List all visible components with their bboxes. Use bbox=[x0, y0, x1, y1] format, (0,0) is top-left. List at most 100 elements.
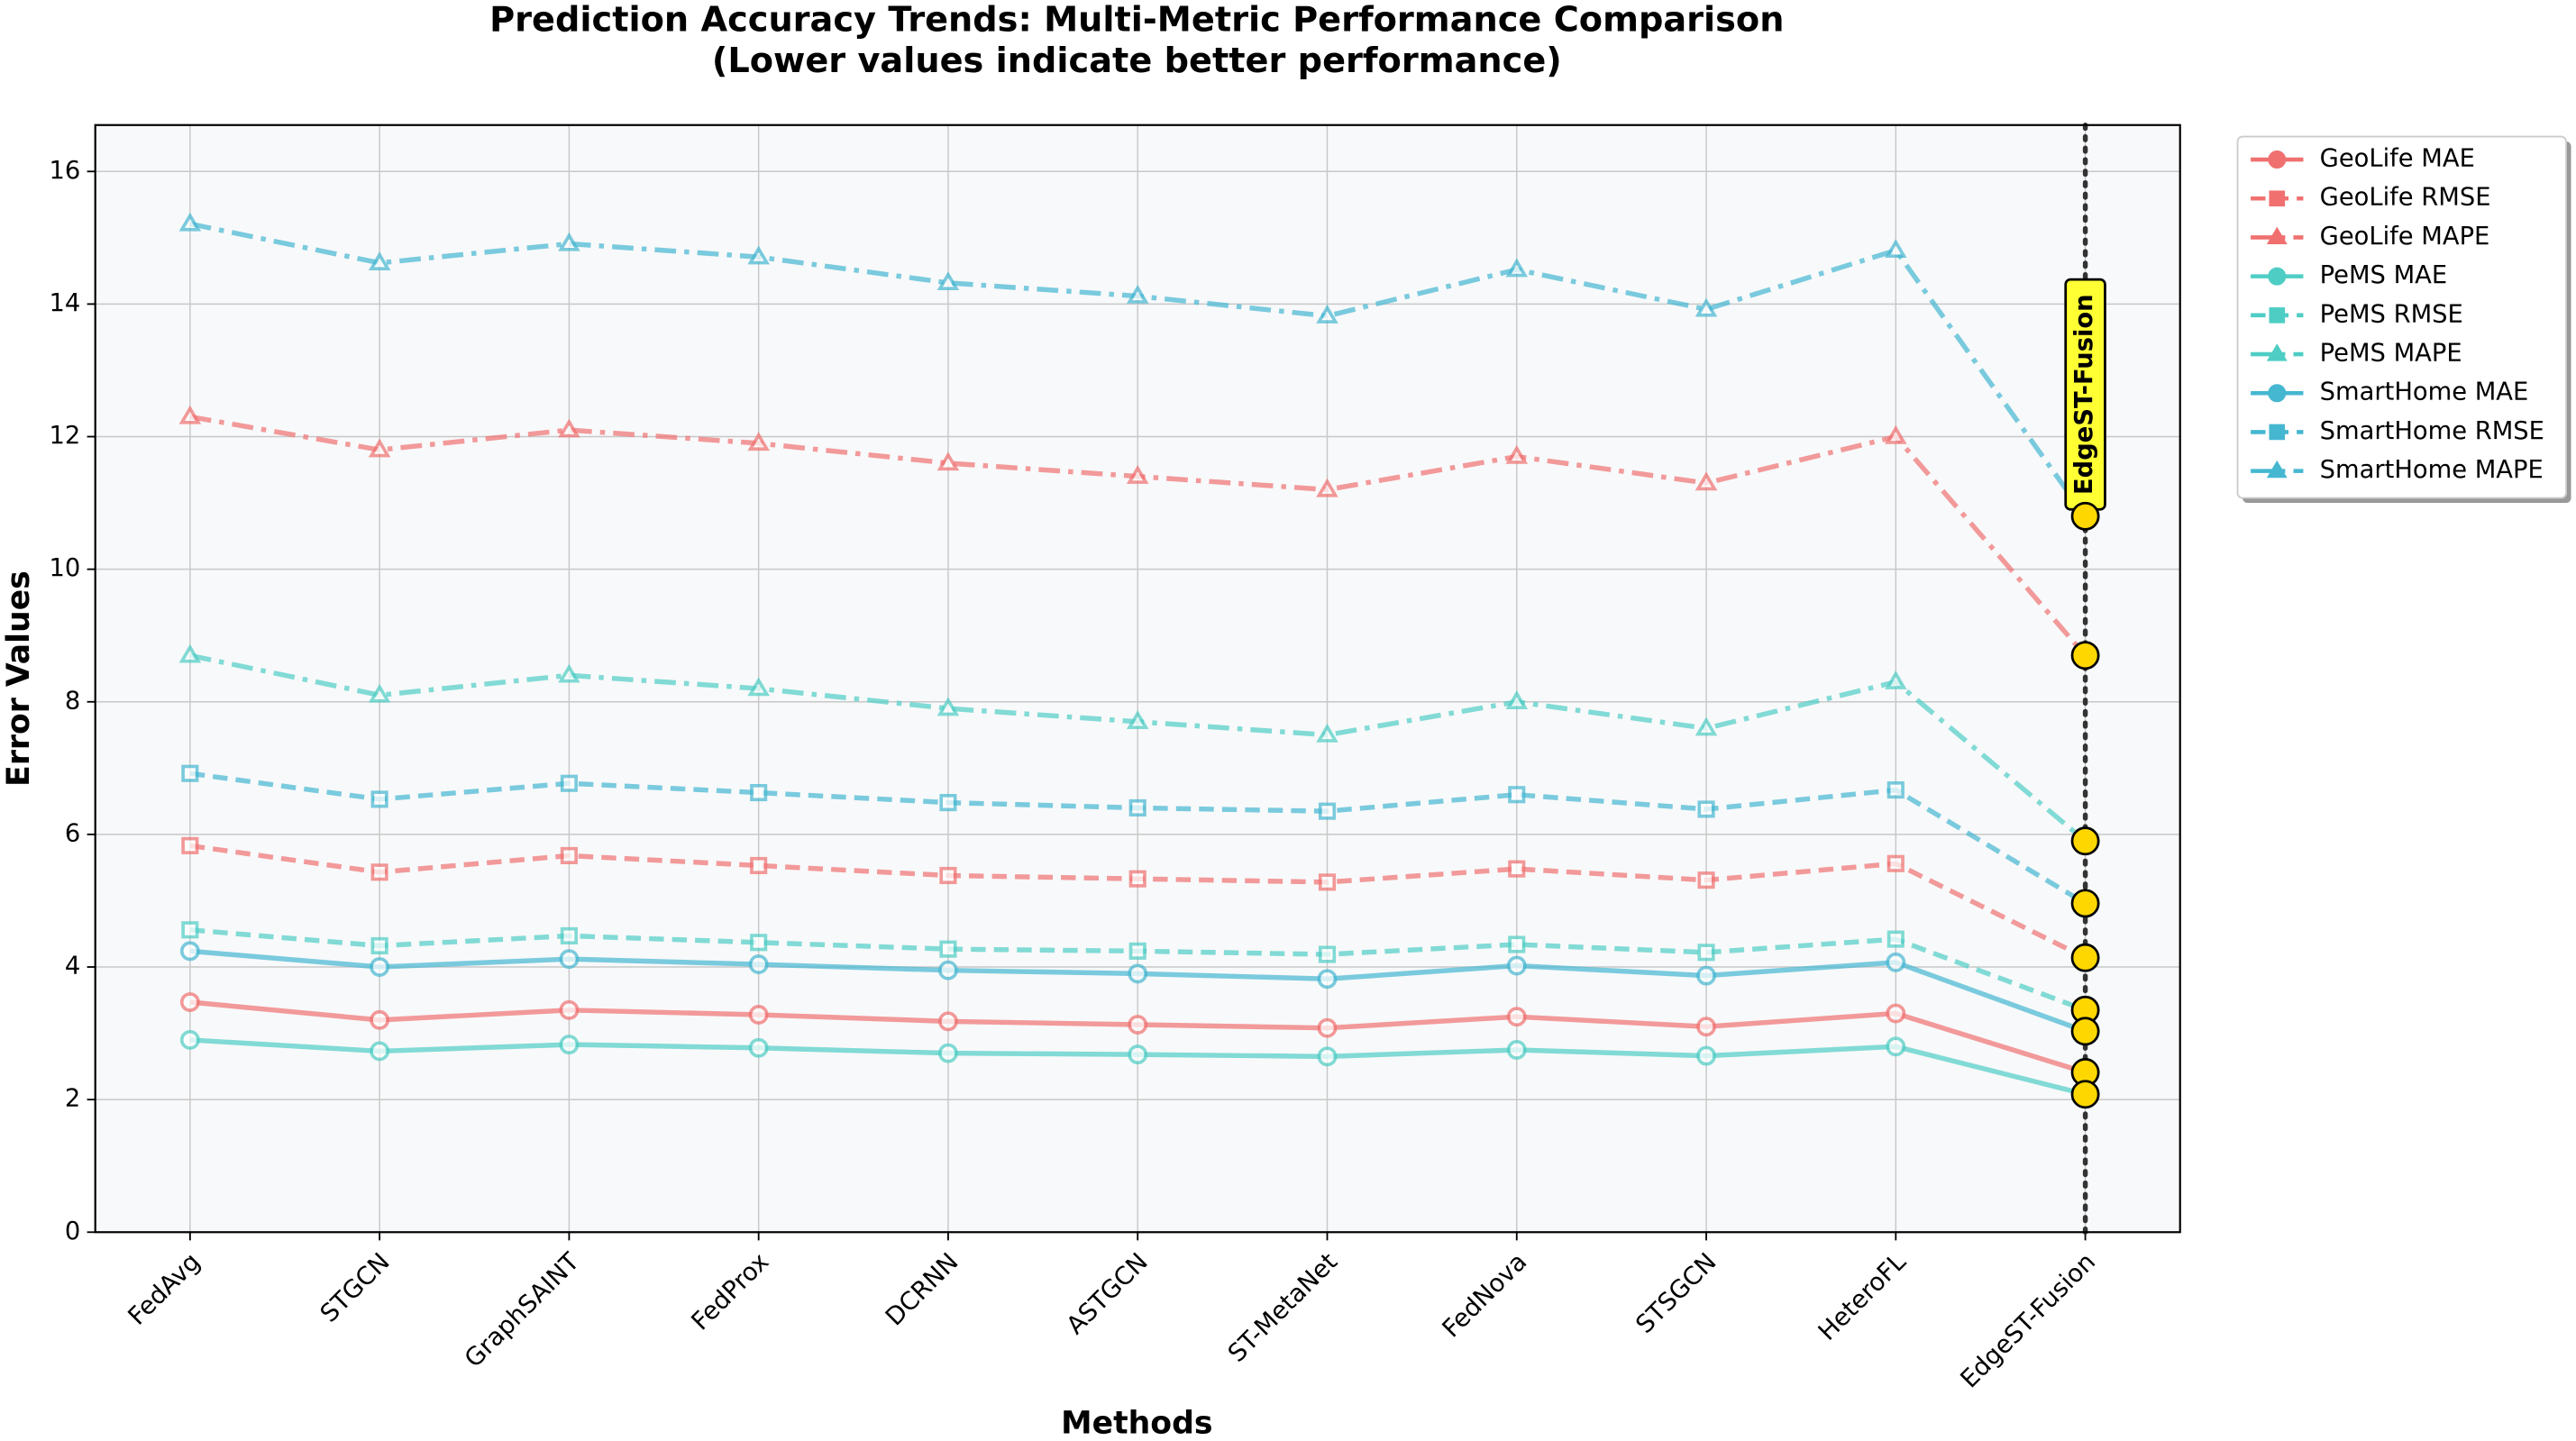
y-tick-label: 14 bbox=[50, 289, 81, 317]
point bbox=[181, 764, 199, 782]
point bbox=[178, 405, 202, 424]
y-tick-label: 2 bbox=[65, 1085, 80, 1113]
legend-marker bbox=[2268, 384, 2287, 403]
point bbox=[938, 960, 958, 980]
highlight-point bbox=[2070, 501, 2100, 531]
point bbox=[1128, 1015, 1148, 1035]
highlight-point bbox=[2070, 1080, 2100, 1109]
point bbox=[1886, 781, 1905, 799]
chart-subtitle: (Lower values indicate better performanc… bbox=[712, 41, 1562, 81]
point bbox=[1696, 1017, 1716, 1037]
point bbox=[750, 783, 768, 802]
legend-marker bbox=[2266, 343, 2288, 361]
point bbox=[370, 863, 388, 881]
legend-marker bbox=[2266, 460, 2288, 479]
legend-marker bbox=[2268, 150, 2287, 169]
point bbox=[1505, 258, 1529, 278]
point bbox=[178, 212, 202, 232]
point bbox=[178, 643, 202, 663]
point bbox=[1694, 471, 1718, 491]
point bbox=[1505, 690, 1529, 709]
point bbox=[938, 1043, 958, 1063]
point bbox=[938, 1011, 958, 1032]
point bbox=[181, 921, 199, 939]
point bbox=[747, 245, 770, 265]
point bbox=[1696, 965, 1716, 986]
point bbox=[1697, 944, 1715, 962]
point bbox=[1694, 716, 1718, 736]
y-tick-label: 6 bbox=[65, 819, 80, 847]
point bbox=[1886, 952, 1906, 972]
point bbox=[1128, 963, 1148, 984]
point bbox=[370, 1009, 390, 1030]
point bbox=[559, 1035, 580, 1055]
highlight-point bbox=[2070, 943, 2100, 972]
point bbox=[939, 940, 957, 958]
legend-label: GeoLife MAE bbox=[2320, 145, 2475, 173]
highlight-point bbox=[2070, 641, 2100, 670]
point bbox=[1316, 723, 1338, 743]
chart-title: Prediction Accuracy Trends: Multi-Metric… bbox=[489, 0, 1784, 40]
point bbox=[368, 251, 391, 270]
point bbox=[179, 1030, 200, 1050]
point bbox=[1885, 670, 1907, 689]
point bbox=[1126, 464, 1149, 484]
point bbox=[370, 1041, 390, 1062]
point bbox=[939, 794, 957, 812]
legend-marker bbox=[2269, 190, 2286, 207]
point bbox=[370, 936, 388, 955]
point bbox=[1126, 710, 1149, 730]
x-axis-label: Methods bbox=[1061, 1406, 1212, 1441]
y-tick-label: 4 bbox=[65, 953, 80, 980]
y-tick-label: 0 bbox=[65, 1218, 80, 1245]
point bbox=[559, 999, 580, 1020]
point bbox=[368, 438, 391, 458]
point bbox=[1317, 1017, 1338, 1038]
highlight-point bbox=[2070, 889, 2100, 918]
point bbox=[179, 992, 200, 1012]
point bbox=[1316, 304, 1338, 324]
point bbox=[1505, 444, 1529, 464]
point bbox=[936, 271, 960, 291]
point bbox=[1317, 1046, 1338, 1067]
x-tick-label: FedAvg bbox=[123, 1248, 206, 1331]
point bbox=[1128, 870, 1146, 888]
point bbox=[370, 790, 388, 808]
legend-label: SmartHome MAPE bbox=[2320, 456, 2544, 484]
point bbox=[1694, 297, 1718, 317]
point bbox=[1886, 1003, 1906, 1024]
point bbox=[748, 1005, 769, 1025]
legend-marker bbox=[2269, 424, 2286, 441]
y-axis-label: Error Values bbox=[1, 570, 37, 787]
x-tick-label: FedNova bbox=[1438, 1248, 1533, 1344]
point bbox=[1508, 786, 1526, 804]
x-tick-label: DCRNN bbox=[881, 1248, 964, 1332]
y-tick-label: 8 bbox=[65, 687, 80, 715]
x-tick-label: ASTGCN bbox=[1062, 1248, 1154, 1340]
x-tick-label: STGCN bbox=[315, 1248, 396, 1328]
y-tick-label: 16 bbox=[50, 157, 81, 185]
legend-box bbox=[2236, 135, 2567, 499]
legend-label: PeMS MAPE bbox=[2320, 340, 2462, 368]
point bbox=[1508, 860, 1526, 878]
legend-label: SmartHome RMSE bbox=[2320, 417, 2544, 445]
legend-label: PeMS MAE bbox=[2320, 261, 2447, 289]
point bbox=[1886, 930, 1905, 948]
legend-marker bbox=[2269, 307, 2286, 324]
point bbox=[936, 697, 960, 716]
point bbox=[1886, 1036, 1906, 1057]
point bbox=[1318, 873, 1337, 891]
highlight-point bbox=[2070, 1017, 2100, 1046]
point bbox=[181, 836, 199, 854]
legend-label: GeoLife RMSE bbox=[2320, 184, 2491, 212]
point bbox=[1317, 969, 1338, 990]
legend-label: GeoLife MAPE bbox=[2320, 223, 2490, 251]
point bbox=[558, 663, 580, 683]
point bbox=[1126, 284, 1149, 304]
x-tick-label: STSGCN bbox=[1631, 1248, 1722, 1339]
point bbox=[558, 418, 580, 438]
point bbox=[750, 856, 768, 875]
x-tick-label: EdgeST-Fusion bbox=[1955, 1248, 2101, 1394]
point bbox=[1697, 800, 1715, 818]
